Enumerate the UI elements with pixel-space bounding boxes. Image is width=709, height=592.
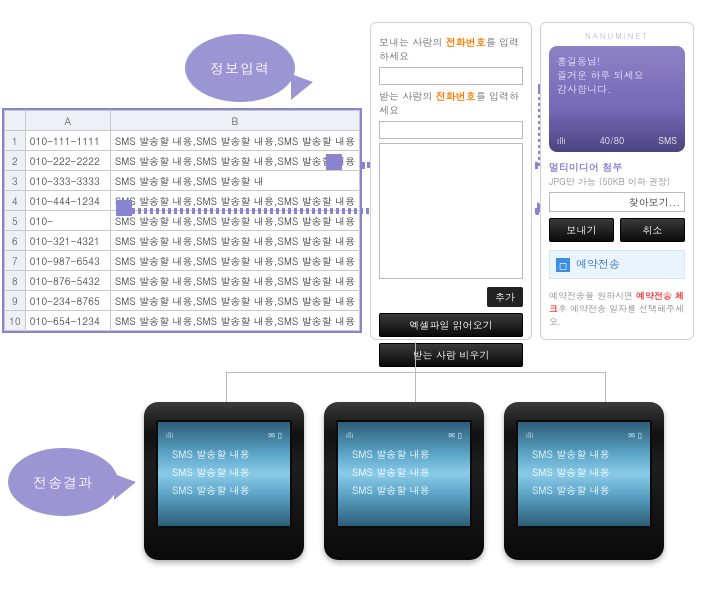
col-header-a[interactable]: A	[25, 111, 110, 131]
row-header[interactable]: 5	[5, 211, 26, 231]
schedule-checkbox[interactable]: ◻	[556, 258, 570, 272]
cell-phone[interactable]: 010-111-1111	[25, 131, 110, 151]
mode-label: SMS	[658, 134, 677, 148]
table-row[interactable]: 7010-987-6543SMS 발송할 내용,SMS 발송할 내용,SMS 발…	[5, 251, 360, 271]
phone-mockup: ıllı ✉ ▯ SMS 발송할 내용 SMS 발송할 내용 SMS 발송할 내용	[324, 402, 484, 560]
connector	[415, 342, 416, 372]
send-button[interactable]: 보내기	[549, 218, 614, 242]
row-header[interactable]: 10	[5, 311, 26, 331]
signal-icon: ıllı	[166, 430, 174, 441]
result-label: 전송결과	[8, 448, 118, 516]
schedule-label: 예약전송	[576, 257, 620, 272]
spreadsheet: AB 1010-111-1111SMS 발송할 내용,SMS 발송할 내용,SM…	[2, 108, 362, 333]
table-row[interactable]: 8010-876-5432SMS 발송할 내용,SMS 발송할 내용,SMS 발…	[5, 271, 360, 291]
connector	[226, 372, 227, 404]
mail-icon: ✉ ▯	[268, 430, 282, 441]
connector	[415, 372, 416, 404]
sms-line: SMS 발송할 내용	[346, 447, 462, 461]
message-preview[interactable]: 홍길동님! 즐거운 하루 되세요 감사합니다. ıllı 40/80 SMS	[549, 46, 685, 152]
char-counter: 40/80	[600, 134, 625, 148]
result-phones: ıllı ✉ ▯ SMS 발송할 내용 SMS 발송할 내용 SMS 발송할 내용 ıl…	[144, 402, 664, 560]
phone-mockup: ıllı ✉ ▯ SMS 발송할 내용 SMS 발송할 내용 SMS 발송할 내용	[504, 402, 664, 560]
table-row[interactable]: 2010-222-2222SMS 발송할 내용,SMS 발송할 내용,SMS 발…	[5, 151, 360, 171]
cell-content[interactable]: SMS 발송할 내용,SMS 발송할 내용,SMS 발송할 내용	[110, 311, 359, 331]
corner-cell	[5, 111, 26, 131]
signal-icon: ıllı	[526, 430, 534, 441]
cell-content[interactable]: SMS 발송할 내용,SMS 발송할 내용,SMS 발송할 내용	[110, 291, 359, 311]
add-button[interactable]: 추가	[487, 287, 523, 307]
msg-line: 홍길동님!	[557, 54, 677, 68]
sms-line: SMS 발송할 내용	[526, 447, 642, 461]
col-header-b[interactable]: B	[110, 111, 359, 131]
schedule-note: 예약전송을 원하시면 예약전송 체크후 예약전송 일자를 선택해주세요.	[549, 289, 685, 328]
table-row[interactable]: 3010-333-3333SMS 발송할 내용,SMS 발송할 내	[5, 171, 360, 191]
message-panel: NANUMINET 홍길동님! 즐거운 하루 되세요 감사합니다. ıllı 4…	[540, 22, 694, 340]
connector	[605, 372, 606, 404]
multimedia-sublabel: JPG만 가능 (50KB 이하 권장)	[549, 175, 685, 188]
mail-icon: ✉ ▯	[628, 430, 642, 441]
sms-line: SMS 발송할 내용	[526, 483, 642, 497]
cell-phone[interactable]: 010-321-4321	[25, 231, 110, 251]
cell-phone[interactable]: 010-	[25, 211, 110, 231]
receiver-label: 받는 사람의 전화번호를 입력하세요	[379, 89, 523, 117]
sms-line: SMS 발송할 내용	[346, 483, 462, 497]
row-header[interactable]: 3	[5, 171, 26, 191]
schedule-row[interactable]: ◻ 예약전송	[549, 250, 685, 279]
sms-line: SMS 발송할 내용	[526, 465, 642, 479]
sms-line: SMS 발송할 내용	[166, 465, 282, 479]
row-header[interactable]: 4	[5, 191, 26, 211]
row-header[interactable]: 1	[5, 131, 26, 151]
table-row[interactable]: 9010-234-8765SMS 발송할 내용,SMS 발송할 내용,SMS 발…	[5, 291, 360, 311]
receiver-phone-input[interactable]	[379, 121, 523, 139]
phone-mockup: ıllı ✉ ▯ SMS 발송할 내용 SMS 발송할 내용 SMS 발송할 내용	[144, 402, 304, 560]
sender-phone-input[interactable]	[379, 67, 523, 85]
cell-phone[interactable]: 010-234-8765	[25, 291, 110, 311]
cell-phone[interactable]: 010-876-5432	[25, 271, 110, 291]
sms-line: SMS 발송할 내용	[166, 483, 282, 497]
marker-icon	[326, 154, 342, 170]
table-row[interactable]: 10010-654-1234SMS 발송할 내용,SMS 발송할 내용,SMS …	[5, 311, 360, 331]
msg-line: 감사합니다.	[557, 82, 677, 96]
cancel-button[interactable]: 취소	[620, 218, 685, 242]
signal-icon: ıllı	[346, 430, 354, 441]
table-row[interactable]: 1010-111-1111SMS 발송할 내용,SMS 발송할 내용,SMS 발…	[5, 131, 360, 151]
excel-import-button[interactable]: 엑셀파일 읽어오기	[379, 313, 523, 337]
sender-label: 보내는 사람의 전화번호를 입력하세요	[379, 35, 523, 63]
cell-phone[interactable]: 010-222-2222	[25, 151, 110, 171]
msg-line: 즐거운 하루 되세요	[557, 68, 677, 82]
mail-icon: ✉ ▯	[448, 430, 462, 441]
row-header[interactable]: 6	[5, 231, 26, 251]
brand-label: NANUMINET	[549, 31, 685, 42]
browse-button[interactable]: 찾아보기...	[549, 192, 685, 212]
clear-receivers-button[interactable]: 받는 사람 비우기	[379, 343, 523, 367]
cell-content[interactable]: SMS 발송할 내용,SMS 발송할 내용,SMS 발송할 내용	[110, 271, 359, 291]
row-header[interactable]: 7	[5, 251, 26, 271]
cell-phone[interactable]: 010-654-1234	[25, 311, 110, 331]
signal-icon: ıllı	[557, 134, 566, 148]
row-header[interactable]: 9	[5, 291, 26, 311]
cell-phone[interactable]: 010-987-6543	[25, 251, 110, 271]
table-row[interactable]: 6010-321-4321SMS 발송할 내용,SMS 발송할 내용,SMS 발…	[5, 231, 360, 251]
cell-content[interactable]: SMS 발송할 내용,SMS 발송할 내	[110, 171, 359, 191]
cell-content[interactable]: SMS 발송할 내용,SMS 발송할 내용,SMS 발송할 내용	[110, 251, 359, 271]
info-input-label: 정보입력	[185, 34, 295, 102]
connector	[226, 372, 606, 373]
cell-phone[interactable]: 010-444-1234	[25, 191, 110, 211]
sms-line: SMS 발송할 내용	[166, 447, 282, 461]
cell-phone[interactable]: 010-333-3333	[25, 171, 110, 191]
sms-line: SMS 발송할 내용	[346, 465, 462, 479]
receiver-list-textarea[interactable]	[379, 143, 523, 279]
cell-content[interactable]: SMS 발송할 내용,SMS 발송할 내용,SMS 발송할 내용	[110, 231, 359, 251]
row-header[interactable]: 2	[5, 151, 26, 171]
cell-content[interactable]: SMS 발송할 내용,SMS 발송할 내용,SMS 발송할 내용	[110, 131, 359, 151]
cell-content[interactable]: SMS 발송할 내용,SMS 발송할 내용,SMS 발송할 내용	[110, 151, 359, 171]
multimedia-label: 멀티미디어 첨부	[549, 160, 685, 174]
row-header[interactable]: 8	[5, 271, 26, 291]
sender-panel: 보내는 사람의 전화번호를 입력하세요 받는 사람의 전화번호를 입력하세요 추…	[370, 22, 532, 340]
